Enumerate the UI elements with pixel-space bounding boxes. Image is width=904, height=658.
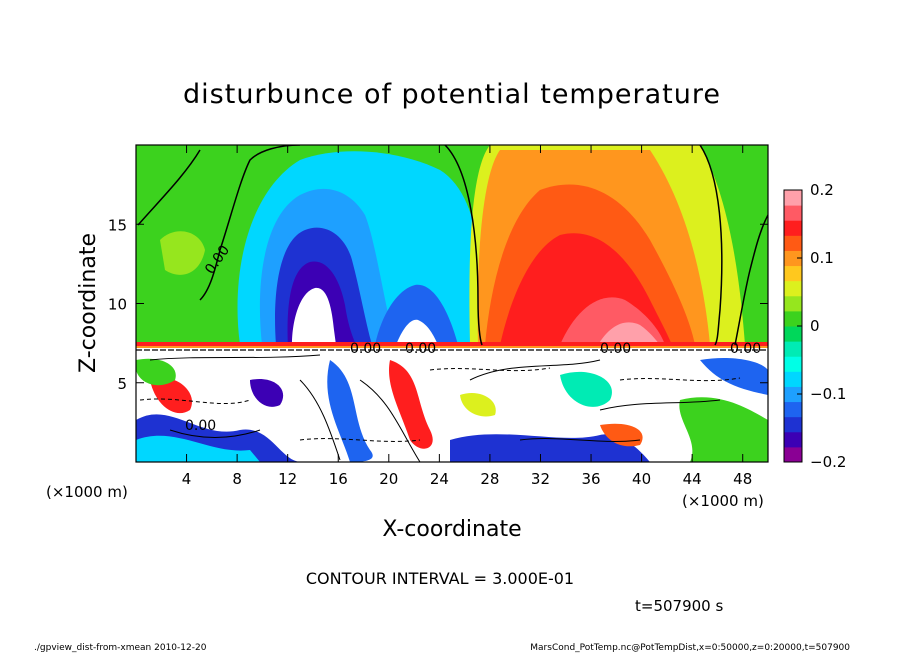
lower-blue-2 xyxy=(327,360,373,462)
colorbar: 0.2 0.1 0 −0.1 −0.2 xyxy=(783,181,846,471)
dashed-contours xyxy=(139,367,741,442)
x-tick-label: 44 xyxy=(683,470,702,488)
lower-purple xyxy=(250,379,284,407)
colorbar-segment xyxy=(784,341,802,357)
y-tick-label: 10 xyxy=(108,296,127,314)
x-axis-label: X-coordinate xyxy=(382,517,521,542)
x-tick-label: 4 xyxy=(182,470,192,488)
footer-left: ./gpview_dist-from-xmean 2010-12-20 xyxy=(34,643,207,653)
colorbar-tick-label: −0.2 xyxy=(810,453,846,471)
zero-contour-right xyxy=(699,145,768,346)
cool-anomaly-secondary xyxy=(375,284,458,345)
lower-cyan-1 xyxy=(136,435,260,462)
lower-contours xyxy=(149,354,721,462)
y-axis-label: Z-coordinate xyxy=(76,233,101,373)
x-tick-label: 40 xyxy=(632,470,651,488)
lower-cyan-2 xyxy=(560,371,612,407)
cool-anomaly-peak xyxy=(292,287,336,345)
contour-label: 0.00 xyxy=(350,341,381,357)
contour-label: 0.00 xyxy=(405,341,436,357)
x-unit-label-right: (×1000 m) xyxy=(682,492,764,510)
colorbar-segment xyxy=(784,431,802,448)
colorbar-segment xyxy=(784,220,802,236)
y-axis: 5 10 15 xyxy=(108,216,768,393)
x-tick-label: 28 xyxy=(480,470,499,488)
colorbar-segment xyxy=(784,416,802,433)
colorbar-segment xyxy=(784,205,802,221)
colorbar-tick-label: 0.1 xyxy=(810,249,834,267)
colorbar-segment xyxy=(784,356,802,372)
x-tick-label: 32 xyxy=(531,470,550,488)
colorbar-tick-label: 0.2 xyxy=(810,181,834,199)
time-label: t=507900 s xyxy=(635,597,723,615)
y-tick-label: 5 xyxy=(117,375,127,393)
left-green-patch xyxy=(160,231,205,275)
colorbar-segment xyxy=(784,190,802,206)
colorbar-segment xyxy=(784,326,802,342)
x-tick-label: 48 xyxy=(733,470,752,488)
lower-red-2 xyxy=(389,360,433,449)
x-tick-label: 20 xyxy=(379,470,398,488)
x-unit-label-left: (×1000 m) xyxy=(46,483,128,501)
chart-title: disturbunce of potential temperature xyxy=(183,79,721,110)
colorbar-segment xyxy=(784,265,802,282)
lower-yellow xyxy=(460,392,496,417)
inversion-band-red xyxy=(136,342,768,346)
inversion-band-orange xyxy=(136,346,768,348)
zero-contour-left xyxy=(137,145,301,301)
contour-interval-label: CONTOUR INTERVAL = 3.000E-01 xyxy=(306,569,574,588)
warm-anomaly-max xyxy=(598,322,660,345)
colorbar-segment xyxy=(784,371,802,387)
colorbar-segment xyxy=(784,295,802,312)
colorbar-segment xyxy=(784,250,802,267)
contour-label: 0.00 xyxy=(600,341,631,357)
lower-green-2 xyxy=(679,397,768,462)
y-tick-label: 15 xyxy=(108,216,127,234)
colorbar-tick-label: 0 xyxy=(810,317,820,335)
x-tick-label: 16 xyxy=(329,470,348,488)
contour-label: 0.00 xyxy=(730,341,761,357)
x-tick-label: 8 xyxy=(232,470,242,488)
x-tick-label: 24 xyxy=(430,470,449,488)
colorbar-segment xyxy=(784,386,802,403)
lower-blue-4 xyxy=(700,358,768,395)
colorbar-segment xyxy=(784,446,802,463)
cool-anomaly-secondary-peak xyxy=(396,319,438,345)
colorbar-segment xyxy=(784,401,802,418)
x-tick-label: 12 xyxy=(278,470,297,488)
colorbar-segment xyxy=(784,310,802,327)
colorbar-tick-label: −0.1 xyxy=(810,385,846,403)
colorbar-segment xyxy=(784,280,802,297)
contour-label: 0.00 xyxy=(185,418,216,434)
x-tick-label: 36 xyxy=(581,470,600,488)
lower-green-1 xyxy=(136,358,176,386)
footer-right: MarsCond_PotTemp.nc@PotTempDist,x=0:5000… xyxy=(530,643,850,653)
zero-contour-mid xyxy=(444,145,483,346)
lower-red-1 xyxy=(150,377,192,414)
x-axis: 4 8 12 16 20 24 28 32 36 40 44 48 xyxy=(182,145,752,488)
plot-area xyxy=(136,145,768,462)
colorbar-segment xyxy=(784,235,802,251)
